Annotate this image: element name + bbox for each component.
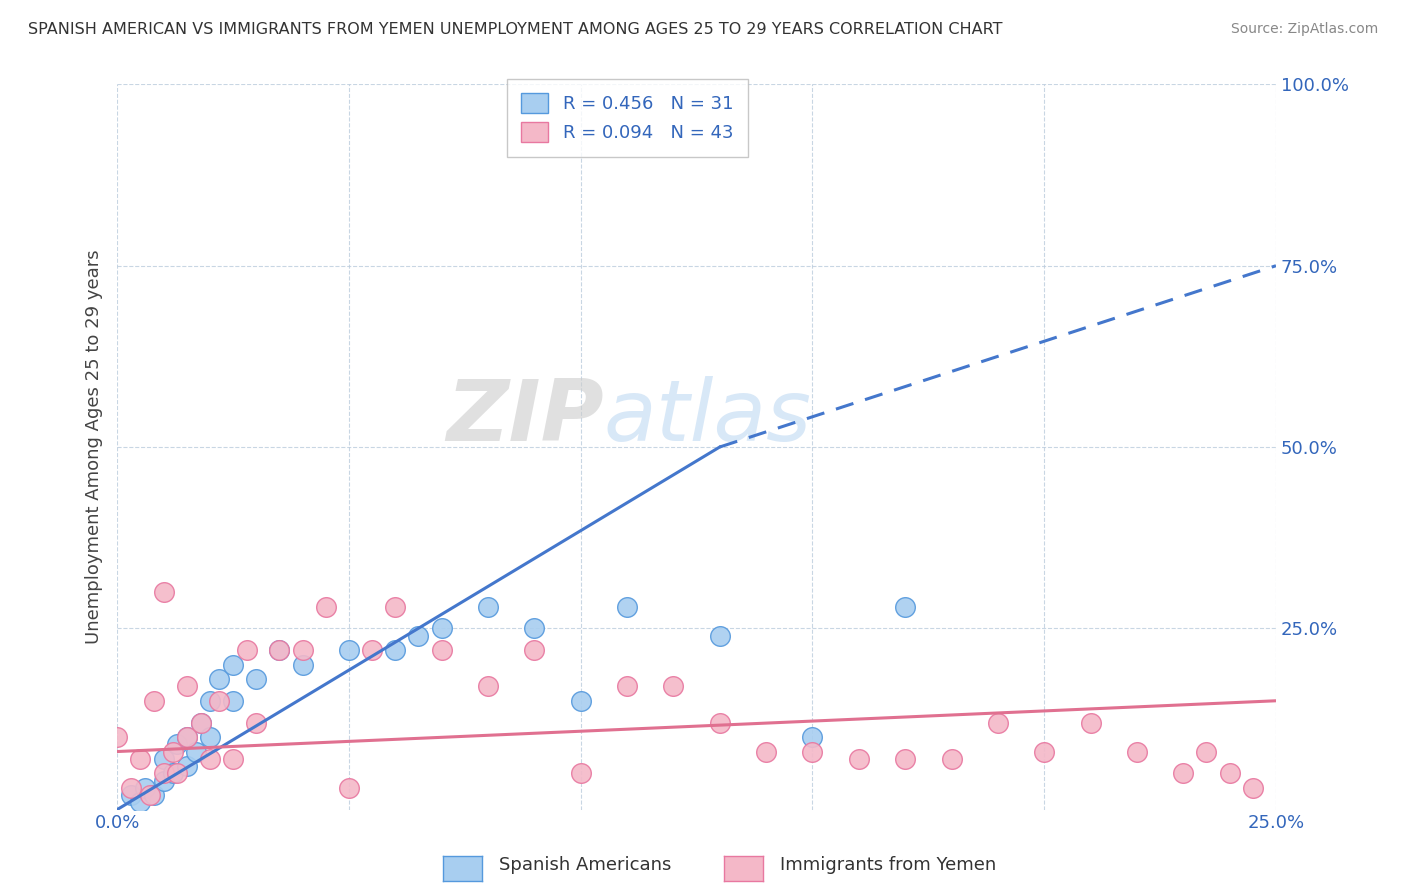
Point	[269, 643, 291, 657]
Point	[129, 795, 152, 809]
Point	[848, 752, 870, 766]
Point	[152, 585, 174, 599]
Point	[384, 643, 406, 657]
Point	[1033, 745, 1056, 759]
Point	[120, 788, 142, 802]
Point	[894, 599, 917, 614]
Point	[143, 694, 166, 708]
Text: Immigrants from Yemen: Immigrants from Yemen	[780, 855, 997, 873]
Point	[152, 773, 174, 788]
Point	[315, 599, 337, 614]
Point	[198, 752, 221, 766]
Point	[523, 643, 546, 657]
Point	[222, 657, 245, 672]
Point	[569, 766, 592, 780]
Text: ZIP: ZIP	[446, 376, 603, 459]
Point	[152, 752, 174, 766]
Point	[337, 780, 360, 795]
Point	[477, 679, 499, 693]
Point	[208, 694, 231, 708]
Point	[143, 788, 166, 802]
Point	[430, 643, 453, 657]
Point	[662, 679, 685, 693]
Point	[1219, 766, 1241, 780]
Point	[408, 628, 430, 642]
Point	[941, 752, 963, 766]
Point	[176, 730, 198, 744]
Point	[105, 730, 128, 744]
Point	[1241, 780, 1264, 795]
Point	[190, 715, 212, 730]
Point	[709, 715, 731, 730]
Point	[361, 643, 384, 657]
Point	[894, 752, 917, 766]
Point	[120, 780, 142, 795]
Text: Source: ZipAtlas.com: Source: ZipAtlas.com	[1230, 22, 1378, 37]
Point	[176, 679, 198, 693]
Point	[337, 643, 360, 657]
Point	[152, 766, 174, 780]
Point	[166, 737, 188, 751]
Point	[569, 694, 592, 708]
Point	[1080, 715, 1102, 730]
Point	[198, 730, 221, 744]
Point	[1126, 745, 1149, 759]
Point	[477, 599, 499, 614]
Point	[236, 643, 259, 657]
Point	[384, 599, 406, 614]
Point	[176, 730, 198, 744]
Y-axis label: Unemployment Among Ages 25 to 29 years: Unemployment Among Ages 25 to 29 years	[86, 250, 103, 644]
Point	[184, 745, 207, 759]
Point	[291, 657, 314, 672]
Point	[709, 628, 731, 642]
Point	[616, 679, 638, 693]
Text: atlas: atlas	[603, 376, 811, 459]
Point	[269, 643, 291, 657]
Point	[291, 643, 314, 657]
Point	[616, 599, 638, 614]
Point	[176, 759, 198, 773]
Point	[129, 752, 152, 766]
Point	[190, 715, 212, 730]
Text: SPANISH AMERICAN VS IMMIGRANTS FROM YEMEN UNEMPLOYMENT AMONG AGES 25 TO 29 YEARS: SPANISH AMERICAN VS IMMIGRANTS FROM YEME…	[28, 22, 1002, 37]
Point	[138, 788, 160, 802]
Point	[208, 672, 231, 686]
Point	[1195, 745, 1218, 759]
Point	[222, 694, 245, 708]
Point	[162, 745, 184, 759]
Point	[801, 745, 824, 759]
Point	[166, 766, 188, 780]
Point	[245, 715, 267, 730]
Point	[134, 780, 156, 795]
Point	[801, 730, 824, 744]
Point	[987, 715, 1010, 730]
Point	[1173, 766, 1195, 780]
Text: Spanish Americans: Spanish Americans	[499, 855, 672, 873]
Point	[523, 621, 546, 635]
Point	[430, 621, 453, 635]
Legend: R = 0.456   N = 31, R = 0.094   N = 43: R = 0.456 N = 31, R = 0.094 N = 43	[506, 79, 748, 157]
Point	[198, 694, 221, 708]
Point	[245, 672, 267, 686]
Point	[755, 745, 778, 759]
Point	[222, 752, 245, 766]
Point	[162, 766, 184, 780]
